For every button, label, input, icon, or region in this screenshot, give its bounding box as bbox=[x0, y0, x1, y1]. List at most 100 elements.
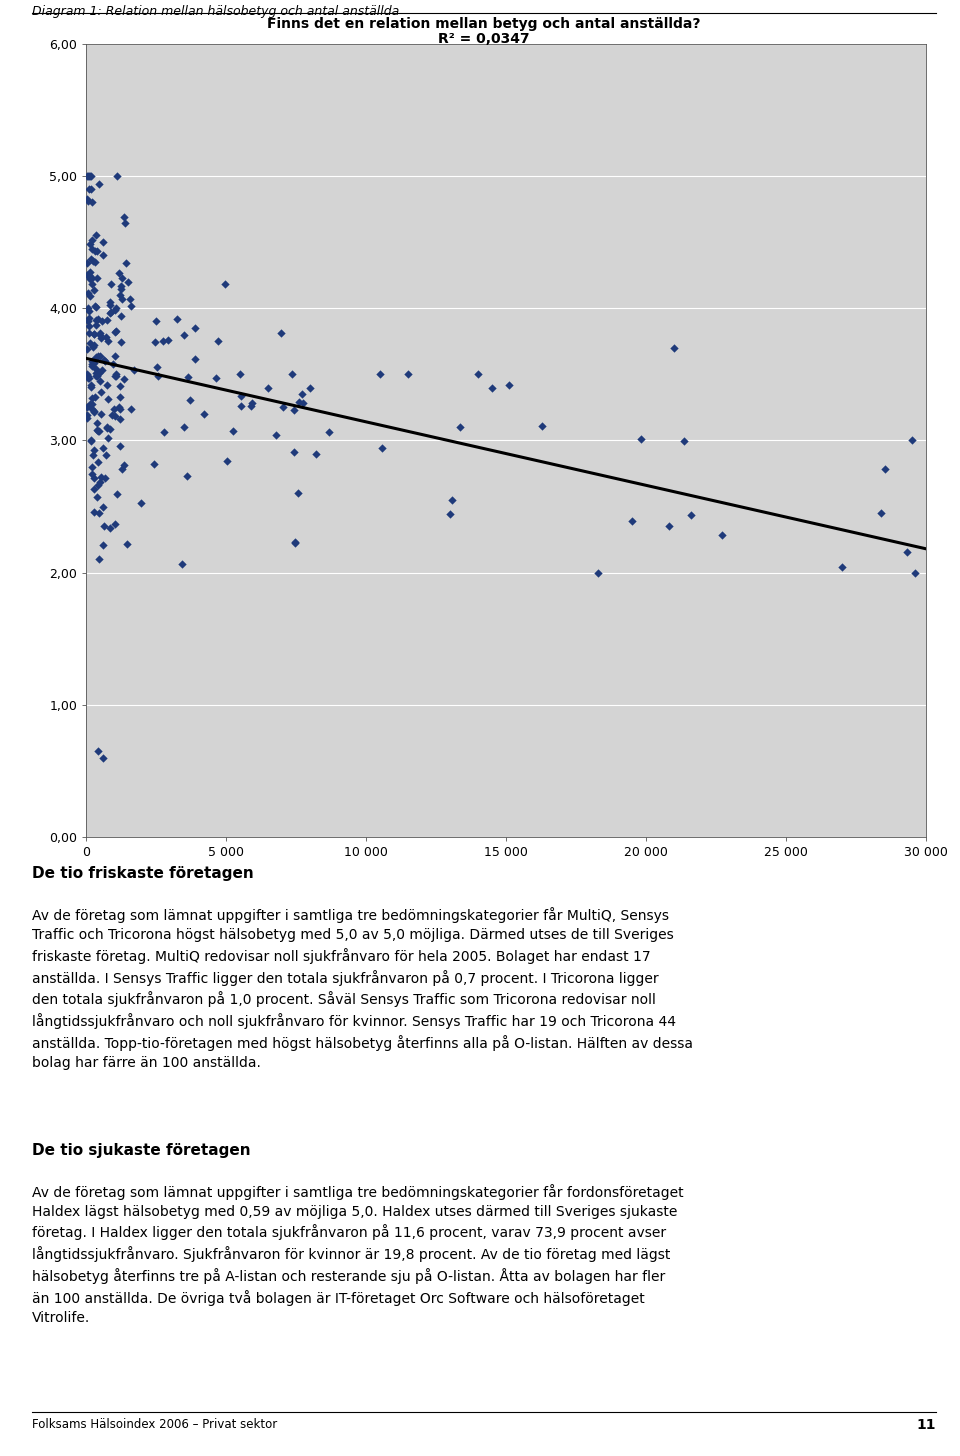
Point bbox=[877, 457, 893, 480]
Point bbox=[123, 397, 138, 421]
Point bbox=[374, 437, 390, 460]
Point bbox=[147, 453, 162, 476]
Point bbox=[81, 310, 96, 333]
Point bbox=[80, 264, 95, 287]
Point bbox=[79, 403, 94, 427]
Point bbox=[88, 345, 104, 368]
Point bbox=[294, 381, 309, 405]
Point bbox=[84, 462, 100, 485]
Point bbox=[92, 370, 108, 393]
Point bbox=[85, 443, 101, 466]
Point bbox=[108, 364, 124, 387]
Point bbox=[400, 363, 416, 386]
Point bbox=[295, 392, 310, 415]
Point bbox=[103, 418, 118, 441]
Point bbox=[590, 561, 606, 584]
Point bbox=[79, 363, 94, 386]
Point bbox=[80, 165, 95, 188]
Point bbox=[84, 456, 100, 479]
Point bbox=[98, 466, 113, 489]
Point bbox=[103, 272, 118, 296]
Point bbox=[81, 364, 96, 387]
Point bbox=[82, 320, 97, 344]
Text: R² = 0,0347: R² = 0,0347 bbox=[438, 32, 530, 47]
Point bbox=[147, 331, 162, 354]
Point bbox=[86, 501, 102, 524]
Point bbox=[309, 443, 324, 466]
Point bbox=[210, 329, 226, 352]
Point bbox=[82, 165, 97, 188]
Text: Finns det en relation mellan betyg och antal anställda?: Finns det en relation mellan betyg och a… bbox=[267, 17, 701, 32]
Point bbox=[84, 272, 100, 296]
Point bbox=[180, 464, 195, 488]
Point bbox=[485, 376, 500, 399]
Point bbox=[90, 450, 106, 473]
Point bbox=[95, 495, 110, 518]
Point bbox=[96, 514, 111, 537]
Text: Folksams Hälsoindex 2006 – Privat sektor: Folksams Hälsoindex 2006 – Privat sektor bbox=[32, 1418, 276, 1431]
Point bbox=[84, 386, 100, 409]
Point bbox=[84, 229, 100, 252]
Point bbox=[197, 402, 212, 425]
Point bbox=[175, 552, 190, 575]
Point bbox=[84, 237, 100, 261]
Point bbox=[89, 486, 105, 510]
Point bbox=[634, 428, 649, 451]
Point bbox=[117, 211, 132, 234]
Point bbox=[123, 287, 138, 310]
Point bbox=[90, 740, 106, 763]
Point bbox=[118, 250, 133, 274]
Point bbox=[88, 364, 104, 387]
Point bbox=[80, 336, 95, 360]
Point bbox=[88, 357, 104, 380]
Point bbox=[149, 310, 164, 333]
Point bbox=[99, 444, 114, 467]
Point bbox=[268, 424, 283, 447]
Point bbox=[87, 386, 103, 409]
Point bbox=[92, 470, 108, 494]
Point bbox=[126, 358, 141, 381]
Point bbox=[286, 399, 301, 422]
Point bbox=[233, 395, 249, 418]
Point bbox=[208, 367, 224, 390]
Point bbox=[470, 363, 486, 386]
Point bbox=[443, 502, 458, 526]
Point bbox=[89, 266, 105, 290]
Point bbox=[100, 309, 115, 332]
Point bbox=[287, 530, 302, 553]
Point bbox=[90, 344, 106, 367]
Point bbox=[149, 355, 164, 379]
Point bbox=[302, 376, 318, 399]
Point bbox=[86, 333, 102, 357]
Point bbox=[84, 191, 100, 214]
Point bbox=[81, 365, 96, 389]
Point bbox=[91, 307, 107, 331]
Point bbox=[156, 329, 171, 352]
Point bbox=[83, 266, 98, 290]
Point bbox=[624, 510, 639, 533]
Point bbox=[82, 367, 97, 390]
Point bbox=[108, 364, 123, 387]
Point bbox=[113, 274, 129, 297]
Point bbox=[83, 178, 98, 201]
Point bbox=[89, 418, 105, 441]
Point bbox=[80, 165, 95, 188]
Point bbox=[79, 396, 94, 419]
Point bbox=[90, 419, 106, 443]
Point bbox=[84, 376, 99, 399]
Point bbox=[85, 351, 101, 374]
Point bbox=[276, 396, 291, 419]
Point bbox=[103, 300, 118, 323]
Point bbox=[284, 363, 300, 386]
Point bbox=[86, 323, 102, 347]
Point bbox=[95, 533, 110, 556]
Point bbox=[233, 384, 249, 408]
Point bbox=[87, 294, 103, 317]
Point bbox=[114, 457, 130, 480]
Point bbox=[84, 354, 100, 377]
Point bbox=[85, 250, 101, 274]
Point bbox=[107, 320, 122, 344]
Point bbox=[108, 298, 123, 322]
Point bbox=[95, 745, 110, 769]
Text: De tio sjukaste företagen: De tio sjukaste företagen bbox=[32, 1143, 251, 1158]
